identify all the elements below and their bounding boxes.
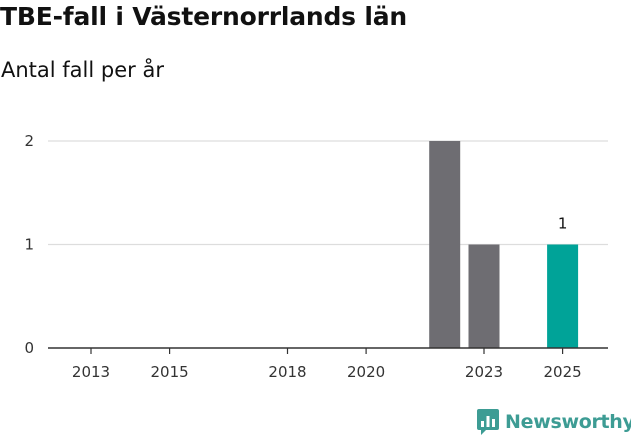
grid-lines	[48, 140, 608, 246]
bar-2022	[429, 141, 461, 348]
brand-name: Newsworthy	[505, 411, 631, 433]
x-tick-label: 2023	[465, 363, 503, 381]
bar-2025	[547, 244, 579, 348]
newsworthy-logo-icon	[477, 409, 499, 435]
chart-title: TBE-fall i Västernorrlands län	[0, 2, 407, 31]
y-tick-label: 2	[24, 132, 34, 150]
x-tick-label: 2013	[72, 363, 110, 381]
x-tick-label: 2025	[544, 363, 582, 381]
chart-subtitle: Antal fall per år	[1, 58, 164, 82]
bars	[429, 141, 579, 348]
x-axis	[48, 347, 608, 354]
x-tick-label: 2015	[151, 363, 189, 381]
bar-2023	[468, 244, 500, 348]
x-tick-label: 2020	[347, 363, 385, 381]
data-label-2025: 1	[558, 215, 568, 233]
y-tick-label: 0	[24, 339, 34, 357]
labels: 0 1 2 2013 2015 2018 2020 2023 2025 1	[24, 132, 581, 381]
y-tick-label: 1	[24, 236, 34, 254]
x-tick-label: 2018	[268, 363, 306, 381]
newsworthy-logo: Newsworthy	[476, 408, 631, 436]
